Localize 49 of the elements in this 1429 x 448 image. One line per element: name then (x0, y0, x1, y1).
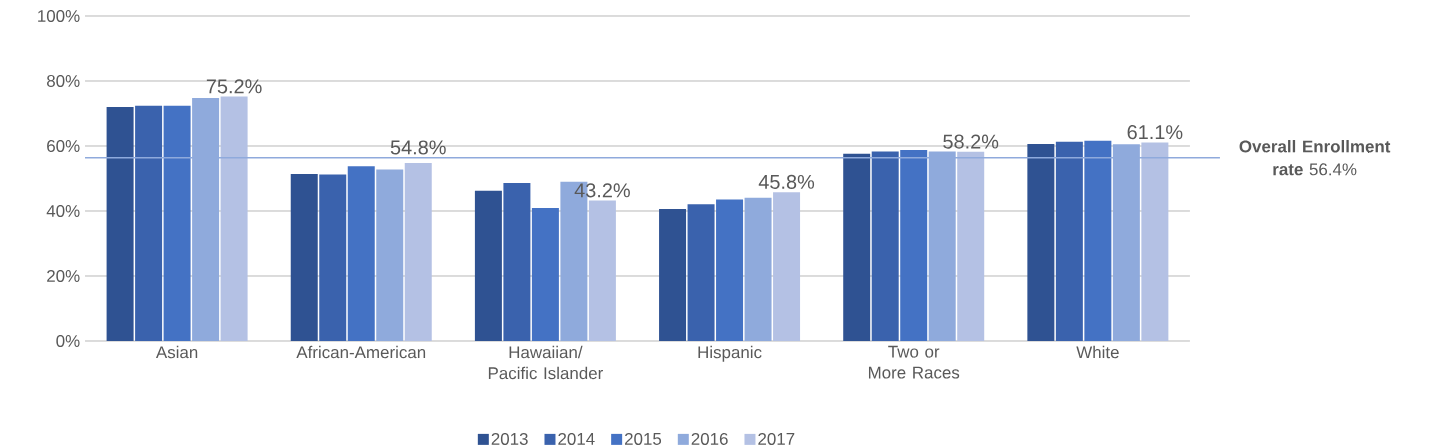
y-tick-label: 80% (47, 74, 80, 87)
bar (220, 96, 248, 341)
x-tick-label: Asian (155, 345, 198, 359)
bar (474, 190, 502, 341)
bar (843, 153, 871, 341)
bar (957, 151, 985, 341)
bar (531, 208, 559, 341)
bar (744, 197, 772, 341)
bar (376, 169, 404, 341)
bar (687, 204, 715, 341)
legend-label: 2014 (558, 432, 595, 445)
y-tick-label: 60% (47, 139, 80, 152)
x-tick-label: African-American (296, 345, 426, 359)
y-tick-label: 20% (47, 269, 80, 282)
x-tick-label: White (1076, 345, 1119, 359)
ref-line-label: Overall Enrollment rate 56.4% (1239, 140, 1391, 176)
y-tick-label: 0% (56, 334, 80, 347)
data-label: 45.8% (758, 174, 815, 189)
y-tick-label: 100% (38, 9, 80, 22)
bar (1027, 144, 1055, 341)
data-label: 61.1% (1127, 125, 1183, 140)
bar (290, 173, 318, 341)
bar (319, 174, 347, 341)
bar (135, 105, 163, 341)
bar (106, 106, 134, 341)
legend-label: 2013 (491, 432, 528, 445)
data-label: 58.2% (943, 134, 999, 149)
data-label: 54.8% (390, 140, 446, 155)
legend-label: 2017 (758, 432, 795, 445)
bar (716, 199, 744, 341)
legend-label: 2015 (625, 432, 662, 445)
bar (347, 166, 375, 341)
data-label: 75.2% (206, 79, 262, 94)
bar (871, 151, 899, 341)
x-tick-label: Two or More Races (868, 345, 960, 379)
bar (404, 162, 432, 341)
bar (659, 209, 687, 341)
bar (1055, 141, 1083, 341)
bar (588, 200, 616, 341)
bar (1084, 140, 1112, 341)
bar (1141, 142, 1169, 341)
bar (900, 149, 928, 341)
legend-label: 2016 (691, 432, 728, 445)
x-tick-label: Hispanic (698, 345, 762, 362)
y-tick-label: 40% (46, 204, 80, 217)
x-tick-label: Hawaiian/ Pacific Islander (488, 345, 603, 380)
bar (773, 192, 801, 341)
bar (163, 105, 191, 341)
bar (503, 183, 531, 341)
